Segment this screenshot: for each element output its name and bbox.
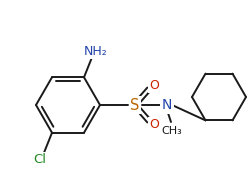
Text: O: O [149, 118, 159, 131]
Text: S: S [130, 97, 140, 112]
Text: NH₂: NH₂ [84, 45, 108, 58]
Text: O: O [149, 79, 159, 91]
Text: CH₃: CH₃ [162, 126, 182, 136]
Text: N: N [162, 98, 172, 112]
Text: Cl: Cl [34, 153, 46, 166]
